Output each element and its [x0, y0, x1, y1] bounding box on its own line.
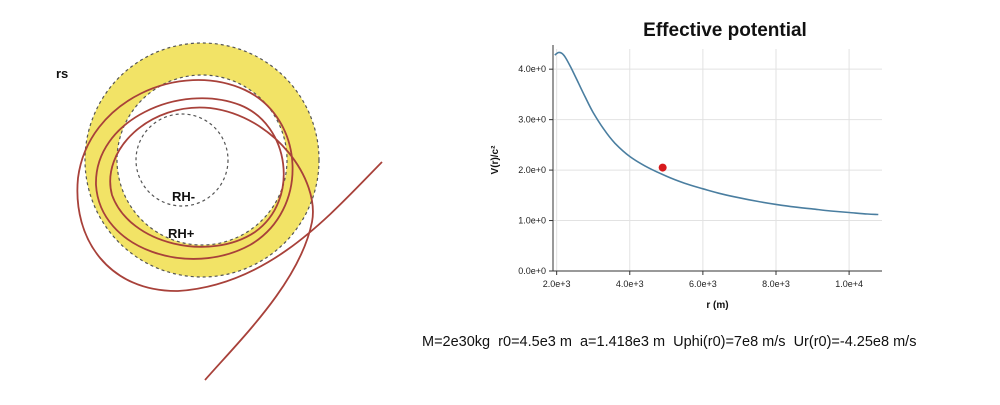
y-axis-label: V(r)/c² — [490, 145, 501, 175]
y-tick-label: 0.0e+0 — [518, 266, 546, 276]
orbit-diagram-svg: rs RH- RH+ — [56, 42, 383, 381]
rs-label: rs — [56, 66, 68, 81]
orbit-trajectory — [76, 79, 383, 381]
x-tick-label: 8.0e+3 — [762, 279, 790, 289]
grid — [553, 49, 882, 272]
rh-minus-horizon — [135, 113, 229, 207]
tick-labels: 0.0e+0 1.0e+0 2.0e+0 3.0e+0 4.0e+0 2.0e+3 4.0e… — [518, 64, 863, 289]
x-tick-label: 6.0e+3 — [689, 279, 717, 289]
current-position-marker — [658, 163, 667, 172]
potential-curve — [554, 51, 879, 216]
rh-plus-label: RH+ — [168, 226, 195, 241]
y-tick-label: 1.0e+0 — [518, 216, 546, 226]
orbit-diagram: rs RH- RH+ — [0, 0, 420, 400]
chart-title: Effective potential — [643, 20, 807, 41]
axes — [549, 45, 882, 275]
y-tick-label: 2.0e+0 — [518, 165, 546, 175]
x-tick-label: 4.0e+3 — [616, 279, 644, 289]
x-tick-label: 2.0e+3 — [543, 279, 571, 289]
effective-potential-chart: 0.0e+0 1.0e+0 2.0e+0 3.0e+0 4.0e+0 2.0e+3 4.0e… — [490, 45, 882, 311]
x-axis-label: r (m) — [706, 300, 728, 311]
y-tick-label: 3.0e+0 — [518, 115, 546, 125]
parameters-readout: M=2e30kg r0=4.5e3 m a=1.418e3 m Uphi(r0)… — [422, 334, 917, 350]
rh-minus-label: RH- — [172, 189, 195, 204]
y-tick-label: 4.0e+0 — [518, 64, 546, 74]
x-tick-label: 1.0e+4 — [835, 279, 863, 289]
chart-panel: Effective potential 0.0e+0 1.0e+0 2.0e+0 3.… — [420, 0, 1000, 320]
